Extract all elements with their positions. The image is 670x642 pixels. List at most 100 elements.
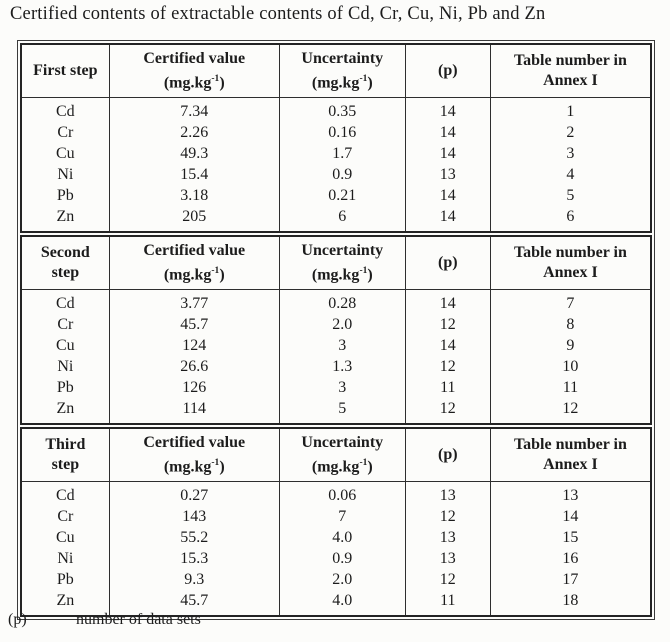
annex-cell: 1 [489, 97, 651, 122]
certified-value-cell: 55.2 [108, 527, 280, 548]
annex-cell: 7 [489, 289, 651, 314]
certified-value-cell: 124 [108, 335, 280, 356]
uncertainty-cell: 7 [278, 506, 406, 527]
p-cell: 13 [404, 164, 491, 185]
element-cell: Cu [56, 529, 75, 546]
element-cell: Ni [57, 166, 74, 183]
uncertainty-cell: 3 [278, 335, 406, 356]
element-cell: Zn [56, 400, 75, 417]
table-row: Zn 205 6 14 6 [21, 206, 651, 232]
certified-value-cell: 3.18 [108, 185, 280, 206]
p-cell: 12 [404, 314, 491, 335]
header-row: Third step Certified value (mg.kg-1) Unc… [21, 428, 651, 482]
annex-cell: 14 [489, 506, 651, 527]
p-cell: 11 [404, 590, 491, 616]
table-row: Cu 49.3 1.7 14 3 [21, 143, 651, 164]
annex-cell: 3 [489, 143, 651, 164]
table-row: Pb 126 3 11 11 [21, 377, 651, 398]
certified-value-cell: 45.7 [108, 314, 280, 335]
header-uncertainty: Uncertainty (mg.kg-1) [278, 428, 406, 482]
certified-value-cell: 15.3 [108, 548, 280, 569]
element-cell: Cu [56, 337, 75, 354]
p-cell: 14 [404, 185, 491, 206]
header-p: (p) [404, 236, 491, 290]
uncertainty-cell: 0.9 [278, 548, 406, 569]
annex-cell: 8 [489, 314, 651, 335]
table-row: Cr 2.26 0.16 14 2 [21, 122, 651, 143]
table-row: Ni 15.4 0.9 13 4 [21, 164, 651, 185]
header-step: First step [21, 44, 110, 98]
annex-cell: 18 [489, 590, 651, 616]
footnote-symbol: (p) [8, 611, 27, 628]
annex-cell: 4 [489, 164, 651, 185]
element-cell: Ni [57, 550, 74, 567]
element-cell: Cd [56, 295, 75, 312]
uncertainty-cell: 6 [278, 206, 406, 232]
uncertainty-cell: 3 [278, 377, 406, 398]
certified-value-cell: 26.6 [108, 356, 280, 377]
element-cell: Cr [57, 316, 74, 333]
uncertainty-cell: 0.35 [278, 97, 406, 122]
uncertainty-cell: 2.0 [278, 314, 406, 335]
p-cell: 11 [404, 377, 491, 398]
uncertainty-cell: 1.3 [278, 356, 406, 377]
certified-value-cell: 0.27 [108, 481, 280, 506]
header-table-number: Table number in Annex I [489, 428, 651, 482]
element-cell: Cr [57, 124, 74, 141]
header-step: Second step [21, 236, 110, 290]
p-cell: 14 [404, 97, 491, 122]
certified-value-cell: 126 [108, 377, 280, 398]
table-row: Cr 143 7 12 14 [21, 506, 651, 527]
header-uncertainty: Uncertainty (mg.kg-1) [278, 44, 406, 98]
p-cell: 14 [404, 289, 491, 314]
annex-cell: 2 [489, 122, 651, 143]
table-row: Cr 45.7 2.0 12 8 [21, 314, 651, 335]
uncertainty-cell: 5 [278, 398, 406, 424]
table-row: Cu 124 3 14 9 [21, 335, 651, 356]
table-row: Zn 114 5 12 12 [21, 398, 651, 424]
certified-value-cell: 49.3 [108, 143, 280, 164]
header-p: (p) [404, 428, 491, 482]
table-row: Cu 55.2 4.0 13 15 [21, 527, 651, 548]
first-step-table: First step Certified value (mg.kg-1) Unc… [20, 43, 652, 233]
annex-cell: 16 [489, 548, 651, 569]
certified-contents-table: First step Certified value (mg.kg-1) Unc… [17, 40, 655, 620]
p-cell: 12 [404, 569, 491, 590]
page-title: Certified contents of extractable conten… [10, 4, 546, 24]
uncertainty-cell: 0.9 [278, 164, 406, 185]
table-row: Pb 9.3 2.0 12 17 [21, 569, 651, 590]
uncertainty-cell: 0.28 [278, 289, 406, 314]
uncertainty-cell: 0.06 [278, 481, 406, 506]
table-row: Zn 45.7 4.0 11 18 [21, 590, 651, 616]
p-cell: 14 [404, 335, 491, 356]
table-row: Cd 0.27 0.06 13 13 [21, 481, 651, 506]
certified-value-cell: 9.3 [108, 569, 280, 590]
uncertainty-cell: 4.0 [278, 527, 406, 548]
certified-value-cell: 45.7 [108, 590, 280, 616]
element-cell: Cr [57, 508, 74, 525]
header-uncertainty: Uncertainty (mg.kg-1) [278, 236, 406, 290]
annex-cell: 6 [489, 206, 651, 232]
header-table-number: Table number in Annex I [489, 44, 651, 98]
header-certified-value: Certified value (mg.kg-1) [108, 236, 280, 290]
element-cell: Pb [56, 187, 74, 204]
element-cell: Cd [56, 487, 75, 504]
certified-value-cell: 205 [108, 206, 280, 232]
annex-cell: 17 [489, 569, 651, 590]
p-cell: 12 [404, 506, 491, 527]
table-row: Ni 15.3 0.9 13 16 [21, 548, 651, 569]
annex-cell: 13 [489, 481, 651, 506]
footnote: (p) number of data sets [8, 611, 201, 629]
header-step: Third step [21, 428, 110, 482]
p-cell: 14 [404, 143, 491, 164]
p-cell: 12 [404, 356, 491, 377]
uncertainty-cell: 1.7 [278, 143, 406, 164]
p-cell: 14 [404, 206, 491, 232]
certified-value-cell: 15.4 [108, 164, 280, 185]
annex-cell: 10 [489, 356, 651, 377]
uncertainty-cell: 0.16 [278, 122, 406, 143]
annex-cell: 12 [489, 398, 651, 424]
element-cell: Cd [56, 103, 75, 120]
annex-cell: 5 [489, 185, 651, 206]
